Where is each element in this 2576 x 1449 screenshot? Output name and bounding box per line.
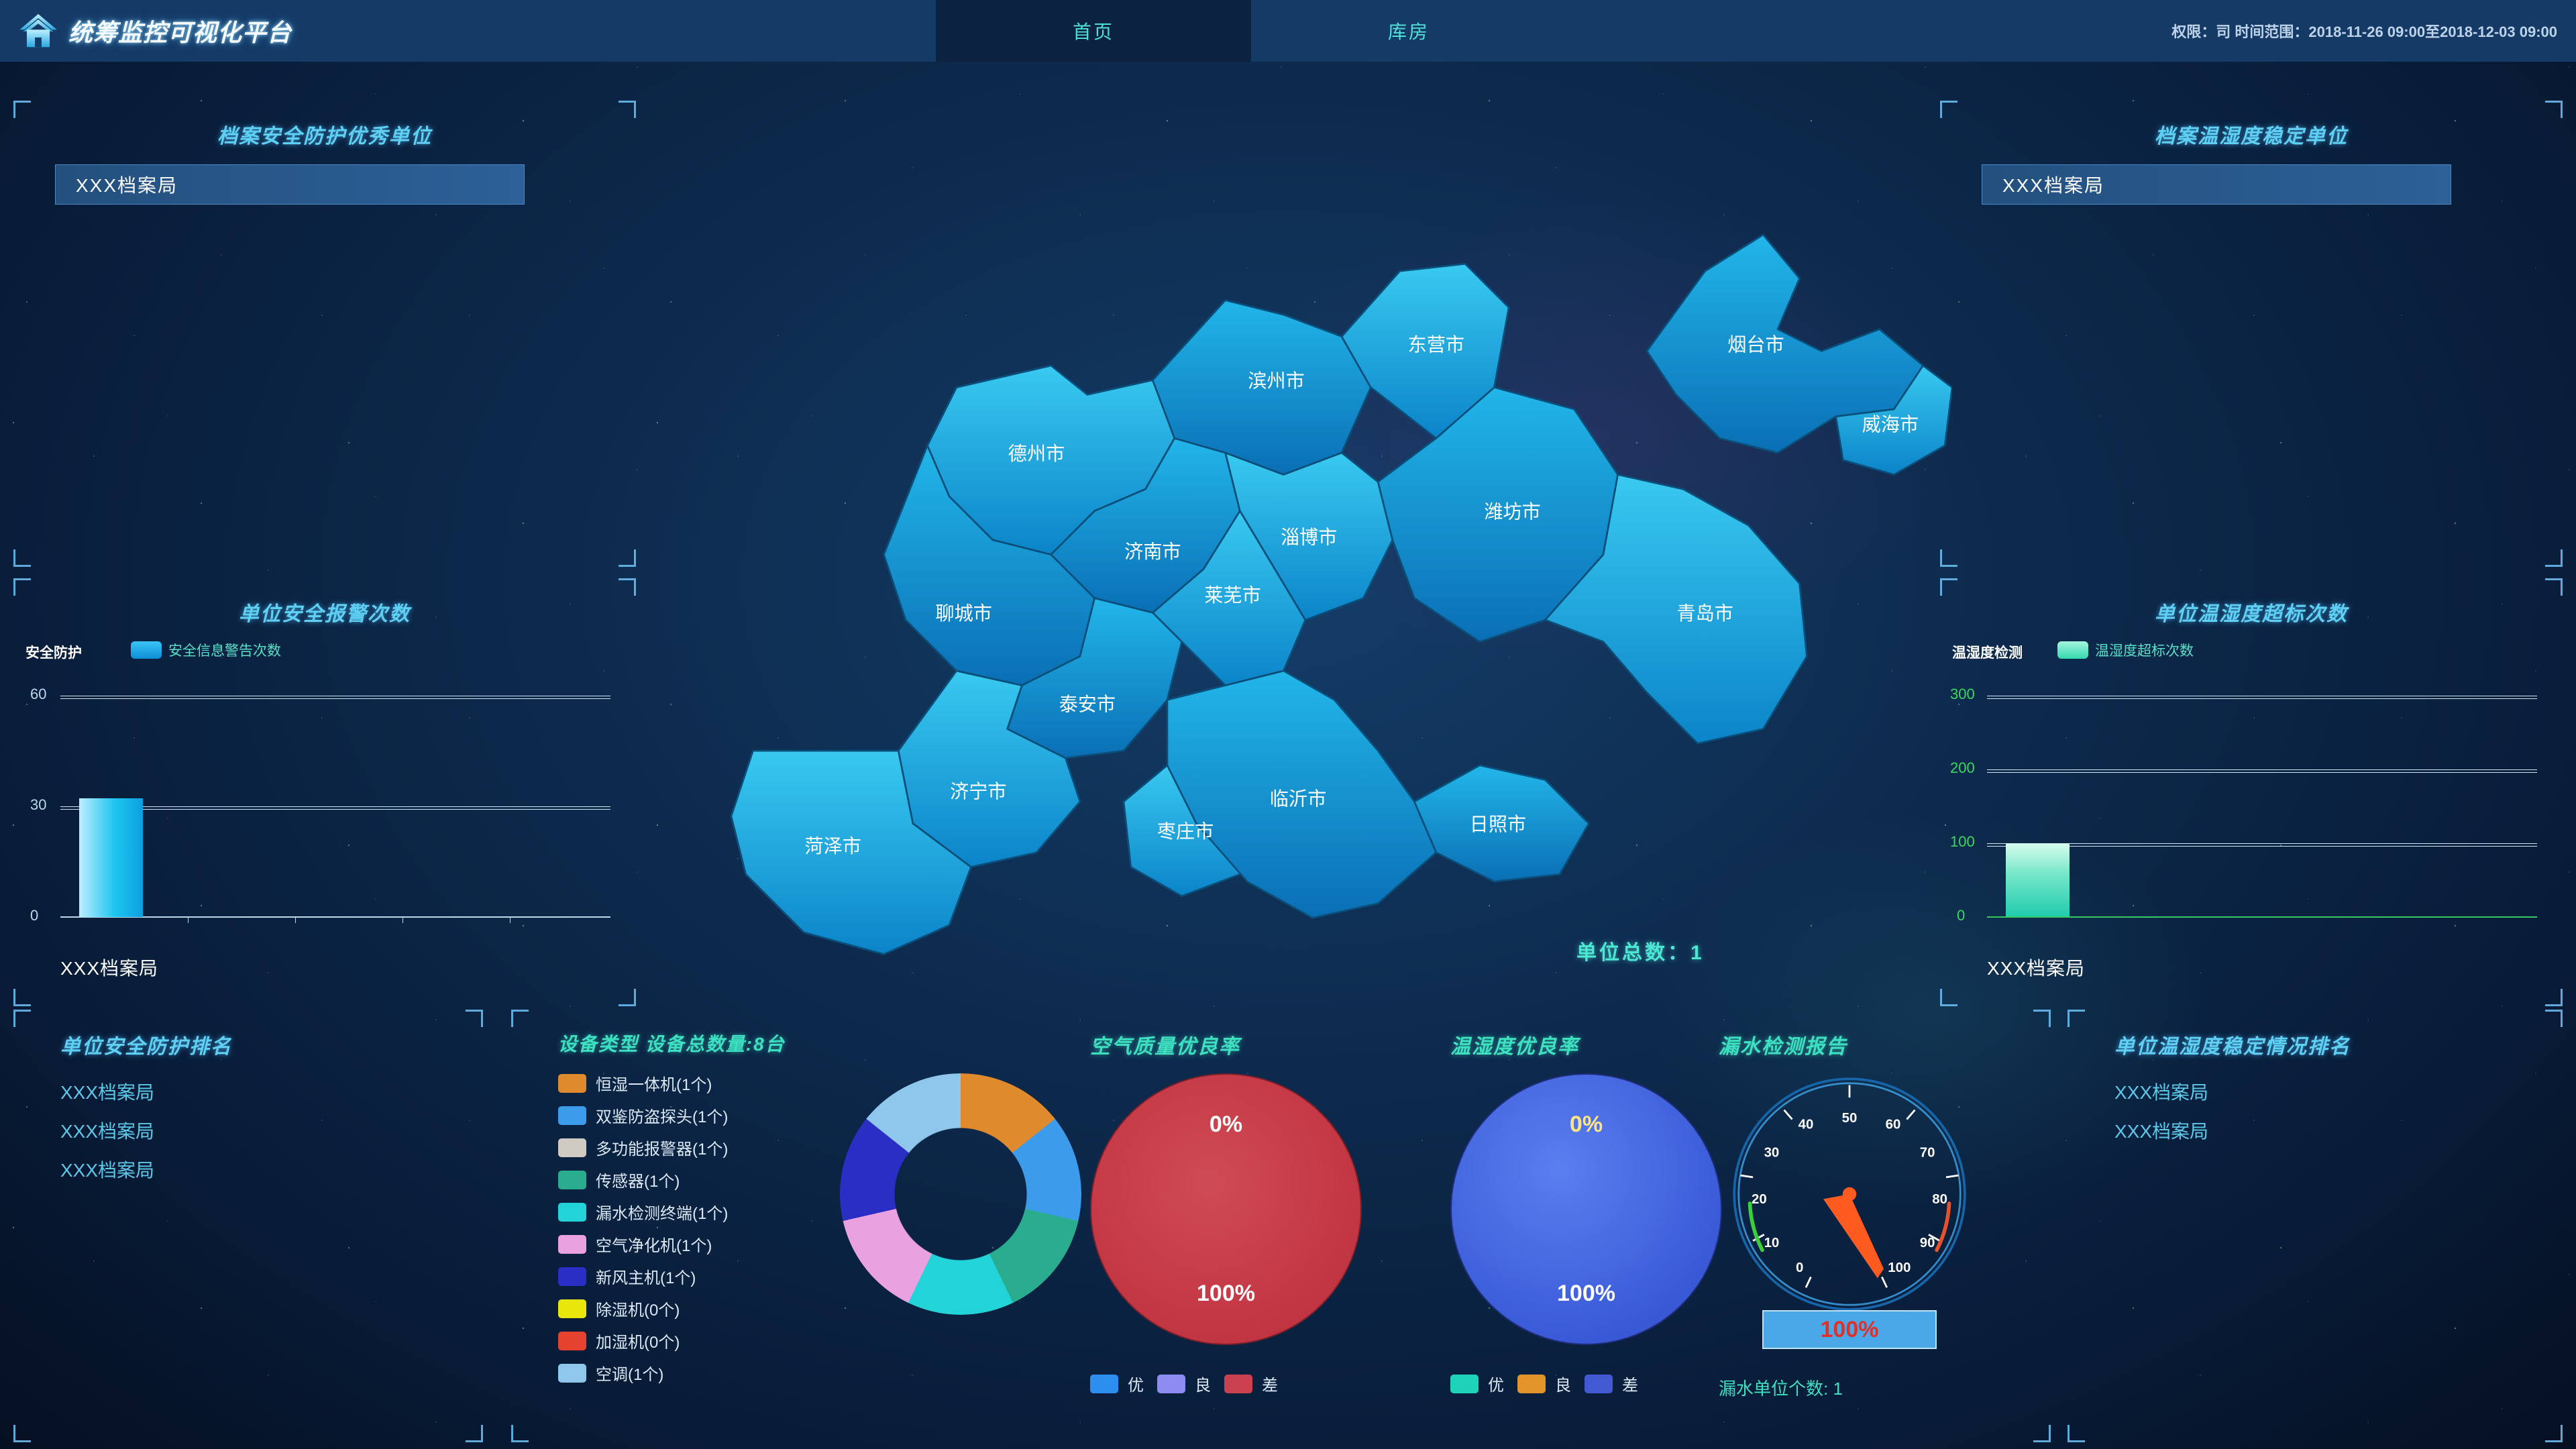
svg-text:烟台市: 烟台市	[1727, 334, 1784, 355]
svg-text:40: 40	[1799, 1118, 1814, 1132]
svg-text:临沂市: 临沂市	[1270, 788, 1326, 809]
svg-text:30: 30	[1764, 1145, 1780, 1160]
svg-text:枣庄市: 枣庄市	[1157, 821, 1214, 842]
svg-text:20: 20	[1752, 1192, 1767, 1207]
svg-text:菏泽市: 菏泽市	[804, 836, 861, 857]
svg-text:淄博市: 淄博市	[1281, 527, 1337, 547]
svg-text:济南市: 济南市	[1124, 541, 1181, 562]
svg-text:60: 60	[1886, 1118, 1901, 1132]
svg-text:威海市: 威海市	[1862, 414, 1919, 435]
svg-text:0: 0	[1796, 1260, 1803, 1275]
svg-text:100: 100	[1888, 1260, 1911, 1275]
svg-text:泰安市: 泰安市	[1059, 694, 1116, 715]
svg-text:潍坊市: 潍坊市	[1484, 501, 1540, 522]
svg-text:德州市: 德州市	[1008, 443, 1065, 464]
svg-text:莱芜市: 莱芜市	[1204, 585, 1260, 606]
svg-text:聊城市: 聊城市	[935, 603, 991, 624]
svg-text:济宁市: 济宁市	[950, 782, 1006, 802]
svg-text:滨州市: 滨州市	[1248, 371, 1304, 392]
svg-text:东营市: 东营市	[1408, 334, 1464, 355]
svg-text:青岛市: 青岛市	[1676, 603, 1733, 624]
svg-text:日照市: 日照市	[1470, 814, 1526, 835]
svg-text:80: 80	[1932, 1192, 1947, 1207]
svg-text:90: 90	[1920, 1236, 1935, 1250]
svg-text:10: 10	[1764, 1236, 1780, 1250]
svg-text:50: 50	[1842, 1111, 1858, 1126]
svg-text:70: 70	[1920, 1145, 1935, 1160]
